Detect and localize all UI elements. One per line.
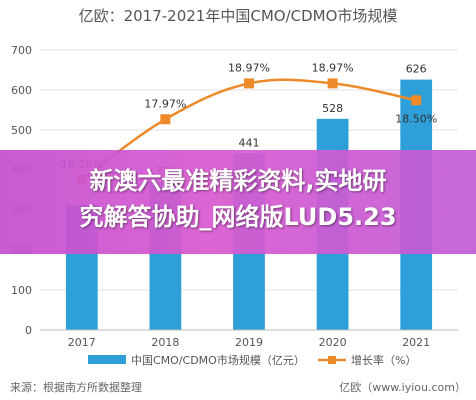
y-tick-label: 600	[11, 84, 32, 97]
banner-text-line-1: 新澳六最准精彩资料,实地研	[89, 167, 387, 195]
source-note: 来源：根据南方所数据整理	[10, 380, 142, 394]
bar-value-label: 441	[239, 137, 260, 150]
y-tick-label: 700	[11, 44, 32, 57]
growth-marker	[244, 78, 254, 89]
bar-value-label: 626	[406, 63, 427, 76]
chart-title: 亿欧：2017-2021年中国CMO/CDMO市场规模	[79, 7, 398, 25]
growth-value-label: 17.97%	[144, 97, 186, 110]
banner-text-line-2: 究解答协助_网络版LUD5.23	[79, 203, 397, 231]
legend-line-label: 增长率（%）	[351, 353, 416, 367]
growth-marker	[160, 114, 171, 125]
brand-note: 亿欧（www.iyiou.com）	[339, 381, 466, 394]
growth-marker	[411, 95, 422, 106]
x-tick-label: 2021	[402, 336, 430, 349]
y-tick-label: 100	[11, 284, 32, 297]
legend: 中国CMO/CDMO市场规模（亿元） 增长率（%）	[88, 353, 416, 367]
x-tick-label: 2019	[235, 336, 263, 349]
growth-marker	[327, 78, 338, 89]
x-axis: 2017 2018 2019 2020 2021	[40, 329, 458, 349]
y-tick-label: 0	[25, 324, 32, 337]
growth-value-label: 18.97%	[228, 61, 270, 74]
bar-value-label: 528	[322, 102, 343, 115]
legend-bar-swatch	[88, 355, 126, 364]
y-tick-label: 500	[11, 124, 32, 137]
x-tick-label: 2017	[68, 336, 96, 349]
promo-banner	[0, 150, 476, 254]
legend-line-marker	[328, 356, 336, 364]
legend-bar-label: 中国CMO/CDMO市场规模（亿元）	[131, 353, 305, 367]
growth-value-label: 18.97%	[312, 61, 354, 74]
growth-value-label: 18.50%	[395, 112, 437, 125]
x-tick-label: 2020	[319, 336, 347, 349]
x-tick-label: 2018	[151, 336, 179, 349]
